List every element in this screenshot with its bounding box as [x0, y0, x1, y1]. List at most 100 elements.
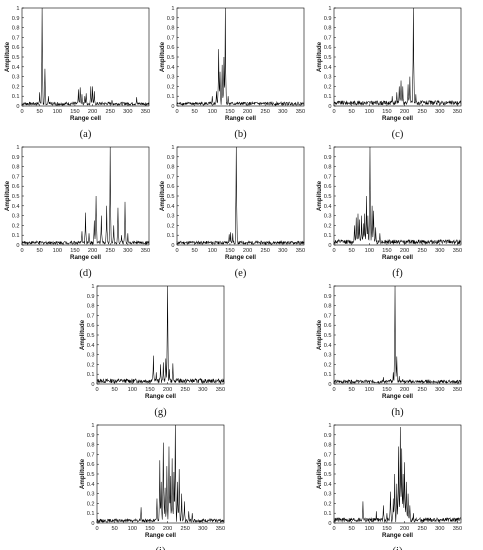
- x-tick-label: 300: [278, 248, 287, 254]
- x-axis-label: Range cell: [70, 254, 101, 261]
- axes-box: [21, 146, 150, 246]
- y-tick-label: 0.6: [87, 323, 95, 329]
- x-tick-label: 200: [400, 387, 409, 393]
- x-tick-label: 250: [418, 526, 427, 532]
- x-tick-label: 0: [175, 248, 178, 254]
- x-tick-label: 100: [128, 387, 137, 393]
- y-tick-label: 0.4: [324, 343, 332, 349]
- x-axis-label: Range cell: [382, 254, 413, 261]
- x-tick-label: 100: [53, 248, 62, 254]
- y-tick-label: 0.1: [324, 372, 332, 378]
- x-tick-label: 300: [198, 387, 207, 393]
- panel-j: 0 0.1 0.2 0.3 0.4 0.5 0.6 0.7 0.8 0.9 1 0 50 100 150 20…: [316, 423, 462, 550]
- y-tick-label: 0.8: [324, 443, 332, 449]
- y-tick-label: 0.6: [324, 323, 332, 329]
- range-profile-line: [333, 426, 462, 523]
- axes-box: [333, 7, 462, 107]
- y-tick-label: 0.6: [12, 45, 20, 51]
- panel-caption: (i): [156, 546, 166, 550]
- y-tick-label: 1: [16, 6, 19, 12]
- y-tick-label: 1: [171, 6, 174, 12]
- range-profile-line: [21, 7, 150, 107]
- y-tick-label: 0.8: [12, 165, 20, 171]
- x-tick-label: 100: [208, 248, 217, 254]
- x-tick-label: 300: [123, 248, 132, 254]
- y-tick-label: 0.2: [324, 84, 332, 90]
- x-tick-label: 50: [37, 248, 43, 254]
- x-tick-label: 150: [225, 248, 234, 254]
- x-tick-label: 250: [418, 248, 427, 254]
- y-axis-label: Amplitude: [159, 180, 166, 211]
- y-axis-label: Amplitude: [316, 458, 323, 489]
- y-tick-label: 0.4: [87, 343, 95, 349]
- x-tick-label: 0: [20, 109, 23, 115]
- range-profile-line: [333, 285, 462, 385]
- y-tick-label: 0: [91, 521, 94, 527]
- x-axis-label: Range cell: [70, 115, 101, 122]
- y-tick-label: 0.3: [324, 75, 332, 81]
- y-tick-label: 0.6: [324, 184, 332, 190]
- y-tick-label: 0: [328, 243, 331, 249]
- y-tick-label: 0.1: [167, 94, 175, 100]
- y-tick-label: 0.7: [87, 452, 95, 458]
- x-axis-label: Range cell: [382, 532, 413, 539]
- x-tick-label: 50: [349, 109, 355, 115]
- x-tick-label: 350: [453, 526, 462, 532]
- x-tick-label: 200: [400, 109, 409, 115]
- panel-caption: (b): [234, 129, 247, 140]
- panel-caption: (a): [80, 129, 92, 140]
- panel-h: 0 0.1 0.2 0.3 0.4 0.5 0.6 0.7 0.8 0.9 1 0 50 100 150 20…: [316, 284, 462, 418]
- y-tick-label: 0.9: [324, 155, 332, 161]
- x-tick-label: 350: [453, 387, 462, 393]
- panel-caption: (f): [392, 268, 403, 279]
- y-tick-label: 0.2: [12, 223, 20, 229]
- x-tick-label: 100: [128, 526, 137, 532]
- y-tick-label: 0.8: [167, 165, 175, 171]
- y-tick-label: 0.1: [167, 233, 175, 239]
- x-tick-label: 0: [332, 387, 335, 393]
- y-tick-label: 0.5: [12, 55, 20, 61]
- y-axis-label: Amplitude: [4, 41, 11, 72]
- y-tick-label: 0.8: [12, 26, 20, 32]
- axes-box: [176, 146, 305, 246]
- x-axis-label: Range cell: [145, 393, 176, 400]
- x-tick-label: 300: [278, 109, 287, 115]
- x-tick-label: 100: [365, 387, 374, 393]
- y-axis-label: Amplitude: [316, 41, 323, 72]
- x-tick-label: 250: [106, 109, 115, 115]
- x-tick-label: 0: [175, 109, 178, 115]
- x-tick-label: 200: [243, 248, 252, 254]
- y-tick-label: 0.7: [87, 313, 95, 319]
- y-tick-label: 0.1: [324, 233, 332, 239]
- y-tick-label: 0.5: [324, 55, 332, 61]
- x-tick-label: 0: [332, 248, 335, 254]
- y-tick-label: 0.7: [167, 35, 175, 41]
- range-profile-line: [176, 7, 305, 107]
- x-tick-label: 300: [198, 526, 207, 532]
- x-tick-label: 0: [95, 526, 98, 532]
- x-tick-label: 50: [112, 387, 118, 393]
- x-tick-label: 250: [181, 526, 190, 532]
- y-tick-label: 0.5: [167, 194, 175, 200]
- y-tick-label: 0.7: [324, 35, 332, 41]
- x-tick-label: 200: [163, 526, 172, 532]
- x-tick-label: 300: [435, 387, 444, 393]
- y-tick-label: 0.1: [87, 511, 95, 517]
- panel-i: 0 0.1 0.2 0.3 0.4 0.5 0.6 0.7 0.8 0.9 1 0 50 100 150 20…: [79, 423, 225, 550]
- x-tick-label: 0: [332, 526, 335, 532]
- x-tick-label: 100: [208, 109, 217, 115]
- y-tick-label: 0.2: [324, 223, 332, 229]
- range-profile-line: [333, 7, 462, 106]
- y-tick-label: 0.4: [167, 65, 175, 71]
- y-tick-label: 0.3: [324, 492, 332, 498]
- y-tick-label: 0.4: [12, 204, 20, 210]
- y-tick-label: 0.3: [324, 353, 332, 359]
- y-tick-label: 0.5: [324, 472, 332, 478]
- y-tick-label: 0.1: [324, 94, 332, 100]
- x-tick-label: 350: [453, 248, 462, 254]
- y-tick-label: 0.7: [324, 452, 332, 458]
- y-tick-label: 0: [171, 243, 174, 249]
- x-tick-label: 200: [400, 526, 409, 532]
- y-tick-label: 0.8: [324, 165, 332, 171]
